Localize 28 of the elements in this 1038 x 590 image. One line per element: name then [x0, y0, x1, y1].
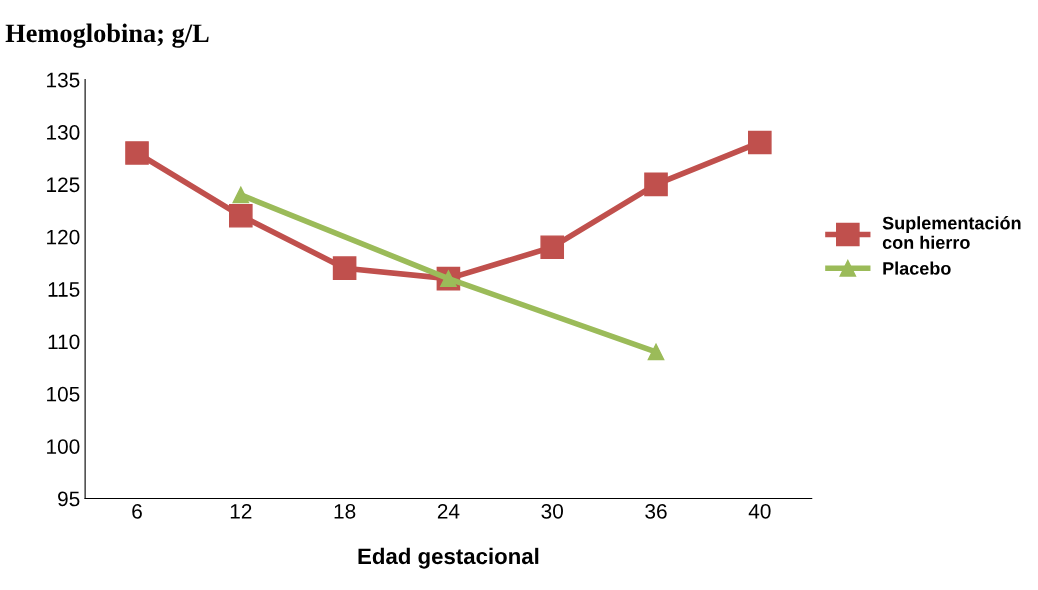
y-tick-label: 100 [47, 439, 80, 454]
y-tick-label: 95 [58, 491, 80, 507]
y-tick-label: 120 [47, 229, 80, 245]
point [125, 141, 149, 165]
point [748, 130, 772, 155]
y-tick-label: 125 [47, 177, 80, 193]
point [229, 203, 253, 228]
y-tick-label: 130 [47, 125, 80, 140]
legend-label: Suplementación con hierro [882, 216, 1021, 249]
x-tick-label: 40 [748, 503, 771, 519]
legend-label: Placebo [883, 261, 951, 275]
x-tick-label: 12 [230, 503, 252, 519]
point [647, 343, 665, 361]
y-tick-label: 115 [48, 282, 80, 297]
x-tick-label: 6 [132, 503, 142, 519]
chart-title: Hemoglobina; g/L [5, 23, 209, 48]
point [540, 235, 565, 260]
y-tick-label: 135 [47, 72, 80, 88]
x-tick-label: 30 [541, 503, 563, 519]
x-tick-label: 36 [645, 503, 667, 519]
y-tick-label: 105 [47, 386, 80, 402]
x-axis-title: Edad gestacional [358, 547, 539, 569]
y-tick-label: 110 [48, 334, 80, 350]
point [232, 186, 250, 204]
x-tick-label: 18 [334, 503, 356, 519]
point [332, 256, 357, 280]
point [644, 172, 668, 197]
x-tick-label: 24 [437, 503, 460, 519]
